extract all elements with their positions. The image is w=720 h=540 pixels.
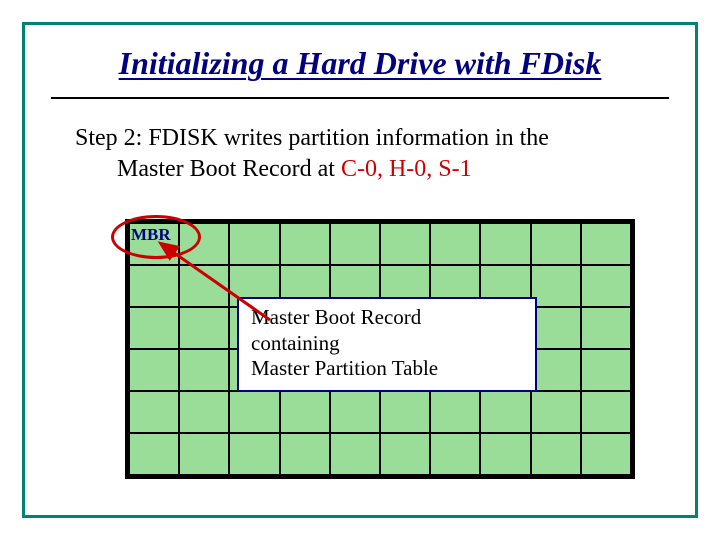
disk-cell: [430, 433, 480, 475]
disk-cell: [581, 265, 631, 307]
disk-cell: [129, 433, 179, 475]
disk-cell: [480, 223, 530, 265]
disk-cell: [531, 223, 581, 265]
disk-cell: [480, 391, 530, 433]
disk-cell: [129, 349, 179, 391]
disk-cell: [581, 433, 631, 475]
disk-cell: [179, 307, 229, 349]
disk-cell: [229, 391, 279, 433]
chs-location: C-0, H-0, S-1: [341, 156, 472, 182]
disk-cell: [330, 223, 380, 265]
disk-cell: [430, 391, 480, 433]
disk-cell: [581, 223, 631, 265]
mbr-highlight-ellipse: [111, 215, 201, 259]
disk-cell: [280, 223, 330, 265]
disk-cell: [330, 391, 380, 433]
title-underline-rule: [51, 97, 669, 99]
disk-cell: [531, 307, 581, 349]
disk-cell: [581, 307, 631, 349]
disk-cell: [129, 391, 179, 433]
disk-cell: [581, 349, 631, 391]
step-line1: Step 2: FDISK writes partition informati…: [75, 125, 549, 151]
disk-cell: [531, 265, 581, 307]
disk-cell: [179, 265, 229, 307]
disk-cell: [179, 349, 229, 391]
disk-cell: [179, 433, 229, 475]
callout-line2: containing: [251, 331, 525, 357]
disk-cell: [531, 433, 581, 475]
slide-title: Initializing a Hard Drive with FDisk: [25, 45, 695, 82]
disk-cell: [480, 433, 530, 475]
mbr-callout-box: Master Boot Record containing Master Par…: [237, 297, 537, 392]
disk-cell: [229, 223, 279, 265]
disk-cell: [581, 391, 631, 433]
disk-cell: [380, 391, 430, 433]
step-line2-prefix: Master Boot Record at: [117, 156, 341, 182]
disk-cell: [531, 391, 581, 433]
disk-cell: [129, 307, 179, 349]
disk-cell: [280, 391, 330, 433]
disk-cell: [129, 265, 179, 307]
disk-cell: [280, 433, 330, 475]
disk-cell: [229, 433, 279, 475]
disk-cell: [179, 391, 229, 433]
step-description: Step 2: FDISK writes partition informati…: [75, 123, 549, 184]
slide-frame: Initializing a Hard Drive with FDisk Ste…: [22, 22, 698, 518]
disk-cell: [531, 349, 581, 391]
callout-line3: Master Partition Table: [251, 356, 525, 382]
disk-cell: [430, 223, 480, 265]
disk-cell: [380, 433, 430, 475]
disk-cell: [330, 433, 380, 475]
callout-line1: Master Boot Record: [251, 305, 525, 331]
disk-cell: [380, 223, 430, 265]
